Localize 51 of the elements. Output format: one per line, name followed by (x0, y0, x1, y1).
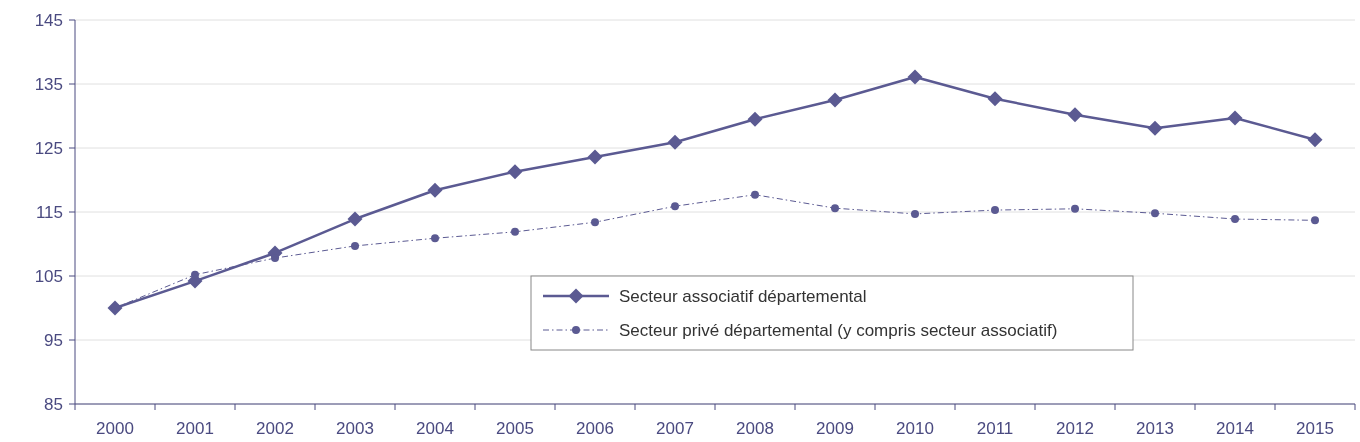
point (991, 206, 999, 215)
y-tick-label: 95 (44, 330, 63, 350)
point (987, 91, 1003, 107)
x-tick-label: 2006 (576, 419, 614, 438)
x-tick-label: 2005 (496, 419, 534, 438)
x-tick-label: 2000 (96, 419, 134, 438)
point (427, 182, 443, 198)
x-tick-label: 2012 (1056, 419, 1094, 438)
point (1307, 132, 1323, 148)
point (431, 234, 439, 243)
point (1311, 216, 1319, 225)
x-tick-label: 2007 (656, 419, 694, 438)
point (347, 211, 363, 227)
point (587, 149, 603, 165)
point (351, 241, 359, 250)
x-tick-label: 2001 (176, 419, 214, 438)
x-tick-label: 2002 (256, 419, 294, 438)
point (591, 218, 599, 227)
x-tick-label: 2015 (1296, 419, 1334, 438)
point (1147, 120, 1163, 136)
legend-label: Secteur privé départemental (y compris secteur associatif) (619, 320, 1058, 340)
point (1071, 204, 1079, 213)
legend-label: Secteur associatif départemental (619, 286, 867, 306)
point (1151, 209, 1159, 218)
point (827, 92, 843, 108)
y-tick-label: 85 (44, 394, 63, 414)
y-tick-label: 105 (34, 266, 63, 286)
x-tick-label: 2003 (336, 419, 374, 438)
point (831, 204, 839, 213)
point (671, 202, 679, 211)
y-tick-label: 135 (34, 74, 63, 94)
point (1227, 110, 1243, 126)
point (1231, 215, 1239, 224)
x-tick-label: 2013 (1136, 419, 1174, 438)
x-tick-label: 2004 (416, 419, 454, 438)
x-tick-label: 2014 (1216, 419, 1254, 438)
x-tick-label: 2009 (816, 419, 854, 438)
point (751, 190, 759, 199)
point (911, 209, 919, 218)
x-tick-label: 2010 (896, 419, 934, 438)
point (667, 134, 683, 150)
point (1067, 107, 1083, 123)
x-tick-label: 2011 (976, 419, 1014, 438)
point (907, 69, 923, 85)
point (511, 227, 519, 236)
point (747, 111, 763, 127)
y-tick-label: 145 (34, 10, 63, 30)
y-tick-label: 125 (34, 138, 63, 158)
y-tick-label: 115 (35, 202, 63, 222)
x-tick-label: 2008 (736, 419, 774, 438)
point (507, 164, 523, 180)
